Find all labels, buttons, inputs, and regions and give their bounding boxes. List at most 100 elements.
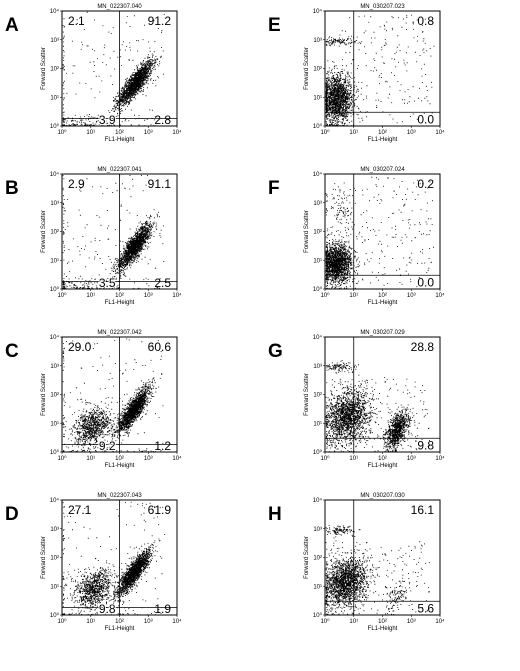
plot-title: MN_030207.023 (360, 4, 405, 10)
quadrant-lower-left-value: 3.9 (99, 113, 116, 127)
x-tick-label: 10² (115, 619, 124, 625)
x-tick-label: 10⁰ (57, 455, 67, 462)
x-tick-label: 10² (115, 293, 124, 299)
x-tick-label: 10⁴ (172, 129, 182, 136)
quadrant-upper-right-value: 0.8 (417, 14, 434, 28)
x-tick-label: 10¹ (349, 619, 358, 625)
quadrant-lower-right-value: 1.9 (154, 602, 171, 616)
y-axis-label: Forward Scatter (41, 536, 47, 579)
x-tick-label: 10⁴ (435, 129, 445, 136)
event-dot-cloud (325, 378, 430, 452)
quadrant-upper-left-value: 27.1 (68, 503, 92, 517)
quadrant-lower-right-value: 0.0 (417, 112, 434, 126)
event-dot-cloud (325, 525, 361, 539)
x-tick-label: 10¹ (349, 293, 358, 299)
y-tick-label: 10² (50, 556, 59, 562)
quadrant-upper-left-value: 29.0 (68, 340, 92, 354)
population-1 (105, 209, 160, 290)
y-tick-label: 10³ (50, 527, 59, 533)
quadrant-upper-right-value: 91.2 (148, 14, 172, 28)
quadrant-lower-right-value: 2.8 (154, 113, 171, 127)
event-dot-cloud (325, 541, 430, 616)
event-dots (62, 11, 165, 127)
event-dots (62, 501, 166, 616)
x-tick-label: 10⁰ (320, 292, 330, 299)
y-tick-label: 10³ (313, 364, 322, 370)
y-tick-label: 10⁰ (50, 286, 60, 293)
y-tick-label: 10² (50, 230, 59, 236)
y-tick-label: 10¹ (50, 95, 59, 101)
quadrant-upper-right-value: 16.1 (411, 503, 435, 517)
x-tick-label: 10⁴ (435, 455, 445, 462)
y-tick-label: 10² (313, 556, 322, 562)
y-tick-label: 10² (313, 393, 322, 399)
y-tick-label: 10¹ (50, 421, 59, 427)
event-dots (325, 176, 434, 290)
x-tick-label: 10⁴ (172, 292, 182, 299)
event-dot-cloud (325, 230, 360, 290)
y-axis-label: Forward Scatter (41, 373, 47, 416)
quadrant-lower-right-value: 9.8 (417, 438, 434, 452)
y-axis-label: Forward Scatter (304, 536, 310, 579)
y-tick-label: 10⁴ (50, 8, 60, 15)
y-tick-label: 10³ (313, 201, 322, 207)
y-axis-label: Forward Scatter (304, 210, 310, 253)
y-tick-label: 10⁴ (50, 334, 60, 341)
population-1 (325, 540, 387, 616)
event-dot-cloud (380, 404, 416, 453)
plot-title: MN_030207.030 (360, 493, 405, 499)
x-tick-label: 10⁰ (57, 292, 67, 299)
panel-letter: A (5, 15, 19, 36)
panel-letter: B (5, 178, 19, 199)
x-tick-label: 10⁰ (320, 129, 330, 136)
x-axis-label: FL1-Height (105, 626, 135, 632)
x-tick-label: 10⁰ (320, 455, 330, 462)
x-tick-label: 10⁰ (320, 618, 330, 625)
event-dots (325, 14, 435, 127)
plot-title: MN_030207.024 (360, 167, 405, 173)
y-tick-label: 10⁴ (313, 497, 323, 504)
y-tick-label: 10³ (50, 38, 59, 44)
x-tick-label: 10³ (144, 456, 153, 462)
event-dot-cloud (325, 540, 387, 616)
x-tick-label: 10³ (144, 130, 153, 136)
population-3 (325, 525, 361, 539)
event-dot-cloud (325, 368, 389, 453)
y-tick-label: 10¹ (50, 584, 59, 590)
x-tick-label: 10² (378, 293, 387, 299)
quadrant-lower-right-value: 5.6 (417, 601, 434, 615)
population-2 (65, 397, 120, 453)
plot-title: MN_022307.042 (97, 330, 142, 336)
panel-g: G MN_030207.029 28.8 9.8 10⁰ 10¹ 10² 10³ 10⁴ 10⁰ 1… (268, 330, 445, 469)
x-tick-label: 10² (378, 619, 387, 625)
plot-title: MN_030207.029 (360, 330, 405, 336)
plot-title: MN_022307.043 (97, 493, 142, 499)
y-tick-label: 10¹ (313, 95, 322, 101)
population-1 (100, 47, 164, 126)
event-dots (62, 338, 164, 453)
quadrant-lower-right-value: 2.5 (154, 276, 171, 290)
y-tick-label: 10⁴ (50, 497, 60, 504)
panel-f: F MN_030207.024 0.2 0.0 10⁰ 10¹ 10² 10³ 10⁴ 10⁰ 10… (268, 167, 445, 306)
x-tick-label: 10³ (144, 619, 153, 625)
x-axis-label: FL1-Height (368, 300, 398, 306)
y-tick-label: 10⁰ (313, 123, 323, 130)
y-tick-label: 10² (313, 67, 322, 73)
y-tick-label: 10² (50, 67, 59, 73)
panel-h: H MN_030207.030 16.1 5.6 10⁰ 10¹ 10² 10³ 10⁴ 10⁰ 1… (268, 493, 445, 632)
plot-title: MN_022307.040 (97, 4, 142, 10)
population-2 (62, 558, 126, 616)
x-tick-label: 10¹ (349, 456, 358, 462)
x-tick-label: 10⁴ (172, 455, 182, 462)
y-tick-label: 10³ (50, 364, 59, 370)
event-dot-cloud (62, 111, 137, 127)
event-dots (325, 360, 430, 453)
x-tick-label: 10³ (407, 619, 416, 625)
x-tick-label: 10¹ (86, 130, 95, 136)
quadrant-upper-left-value: 2.1 (68, 14, 85, 28)
event-dot-cloud (108, 534, 166, 611)
y-tick-label: 10¹ (50, 258, 59, 264)
x-tick-label: 10³ (407, 293, 416, 299)
plot-title: MN_022307.041 (97, 167, 142, 173)
